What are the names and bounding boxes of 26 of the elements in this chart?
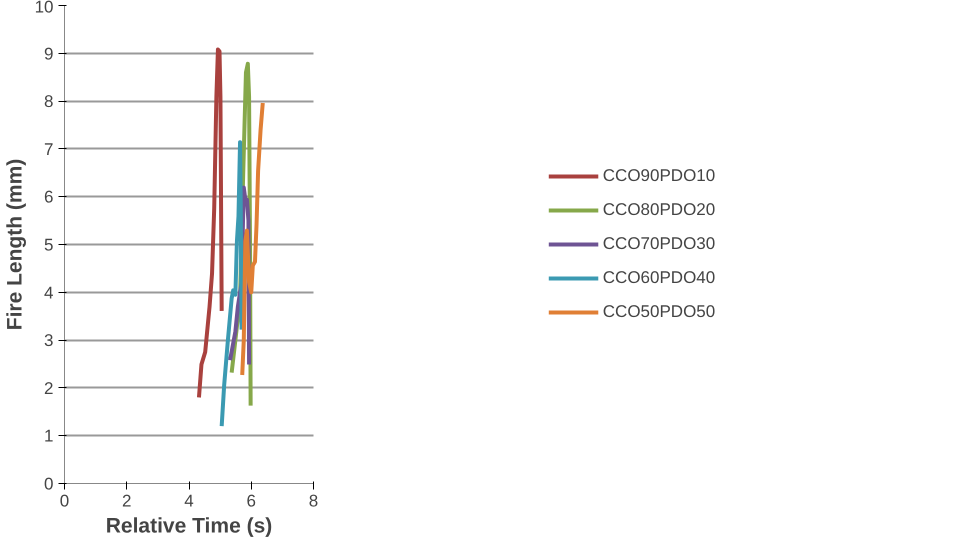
y-axis-title: Fire Length (mm) bbox=[4, 158, 27, 330]
y-tick-label: 2 bbox=[44, 378, 54, 398]
x-tick-label: 4 bbox=[184, 492, 194, 510]
x-tick-label: 0 bbox=[60, 492, 70, 510]
legend-label: CCO90PDO10 bbox=[602, 166, 716, 186]
y-tick-label: 9 bbox=[44, 44, 54, 64]
y-tick-label: 3 bbox=[44, 331, 54, 350]
y-tick-label: 10 bbox=[34, 0, 54, 16]
y-tick-label: 8 bbox=[44, 92, 54, 112]
x-tick-label: 8 bbox=[308, 492, 318, 510]
x-tick-label: 2 bbox=[122, 492, 132, 510]
line-series bbox=[240, 101, 265, 377]
legend-label: CCO80PDO20 bbox=[602, 200, 716, 220]
legend-label: CCO60PDO40 bbox=[602, 268, 716, 288]
y-tick-label: 5 bbox=[44, 236, 54, 254]
y-tick-label: 6 bbox=[44, 188, 54, 207]
x-axis-title: Relative Time (s) bbox=[106, 514, 272, 538]
y-tick-label: 0 bbox=[44, 474, 54, 494]
legend-label: CCO50PDO50 bbox=[602, 302, 716, 322]
legend-label: CCO70PDO30 bbox=[602, 234, 716, 254]
y-tick-label: 7 bbox=[44, 140, 54, 159]
y-tick-label: 1 bbox=[44, 426, 54, 446]
y-tick-label: 4 bbox=[44, 283, 54, 302]
x-tick-label: 6 bbox=[246, 492, 256, 510]
line-series bbox=[220, 140, 244, 428]
line-series bbox=[196, 47, 224, 400]
